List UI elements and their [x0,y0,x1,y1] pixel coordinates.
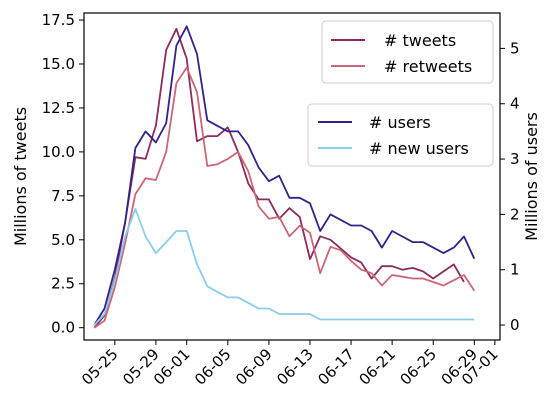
right-tick-label: 4 [510,95,520,113]
left-axis-ticks: 0.0 2.5 5.0 7.5 10.0 12.5 15.0 17.5 [42,11,84,337]
legend-tweets: # tweets # retweets [321,20,494,84]
series-line-retweets [93,66,476,329]
right-axis-label: Millions of users [522,112,541,241]
plot-frame [83,12,501,341]
series-line-new-users [93,207,475,326]
left-tick-label: 10.0 [42,143,75,161]
left-tick-label: 0.0 [51,319,75,337]
left-tick-label: 12.5 [42,99,75,117]
left-tick-label: 17.5 [42,11,75,29]
right-tick-label: 0 [510,316,520,334]
x-tick-label: 06-21 [355,345,399,389]
x-tick-label: 06-09 [232,345,276,389]
x-tick-label: 06-05 [191,345,235,389]
left-tick-label: 5.0 [51,231,75,249]
right-tick-label: 3 [510,150,520,168]
x-tick-label: 06-25 [397,345,441,389]
legend-users: # users # new users [307,103,494,167]
left-tick-label: 15.0 [42,55,75,73]
legend-tweets-frame [321,20,494,84]
x-axis-ticks: 05-2505-2906-0106-0506-0906-1306-1706-21… [78,340,502,389]
legend-label-new-users: # new users [369,139,469,158]
x-tick-label: 06-17 [314,345,358,389]
legend-label-users: # users [369,113,431,132]
right-tick-label: 2 [510,205,520,223]
right-tick-label: 5 [510,39,520,57]
series-line-users [93,25,476,326]
legend-label-retweets: # retweets [384,57,472,76]
left-axis-label: Millions of tweets [11,107,30,246]
right-tick-label: 1 [510,261,520,279]
x-tick-label: 06-13 [273,345,317,389]
legend-label-tweets: # tweets [384,31,456,50]
left-tick-label: 7.5 [51,187,75,205]
plot-lines [93,25,476,329]
left-tick-label: 2.5 [51,275,75,293]
right-axis-ticks: 0 1 2 3 4 5 [500,39,520,334]
x-tick-label: 05-25 [78,345,122,389]
legend-users-frame [307,103,494,167]
